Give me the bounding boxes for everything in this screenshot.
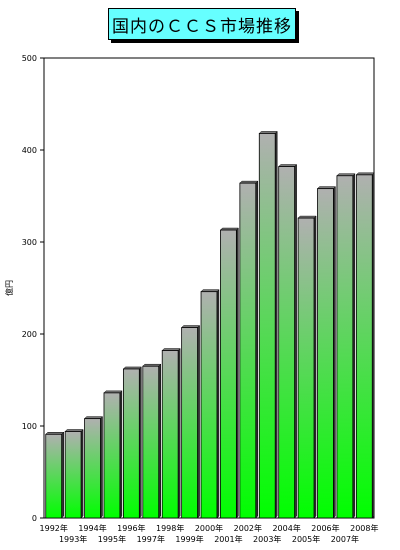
- y-axis-label: 億円: [4, 280, 14, 296]
- x-tick-label: 2000年: [195, 523, 223, 533]
- bar-1998年: [161, 350, 179, 519]
- bar-1997年: [142, 365, 160, 519]
- bar-2008年: [355, 174, 373, 519]
- x-tick-label: 1999年: [175, 534, 203, 544]
- x-tick-label: 1994年: [78, 523, 106, 533]
- y-tick-label: 500: [22, 54, 37, 63]
- bar-2001年: [220, 229, 237, 519]
- bar-2004年: [278, 166, 296, 519]
- x-tick-label: 1992年: [40, 523, 68, 533]
- x-tick-label: 1995年: [98, 534, 126, 544]
- x-tick-label: 2003年: [253, 534, 281, 544]
- x-tick-label: 2004年: [272, 523, 300, 533]
- x-tick-label: 1998年: [156, 523, 184, 533]
- x-tick-label: 1993年: [59, 534, 87, 544]
- bar-1993年: [64, 431, 82, 519]
- y-tick-label: 0: [32, 514, 37, 523]
- bar-2007年: [336, 175, 354, 519]
- bar-2000年: [200, 291, 218, 519]
- x-tick-label: 2007年: [331, 534, 359, 544]
- chart-title: 国内のＣＣＳ市場推移: [108, 8, 296, 40]
- x-tick-label: 2002年: [234, 523, 262, 533]
- x-tick-label: 2008年: [350, 523, 378, 533]
- bar-2005年: [297, 217, 315, 519]
- y-tick-label: 300: [22, 238, 37, 247]
- x-tick-label: 1996年: [117, 523, 145, 533]
- y-tick-label: 200: [22, 330, 37, 339]
- bar-1994年: [84, 418, 101, 519]
- bar-2002年: [239, 182, 257, 519]
- bar-1996年: [122, 368, 140, 519]
- x-tick-label: 2001年: [214, 534, 242, 544]
- bar-2003年: [258, 133, 276, 519]
- x-tick-label: 2005年: [292, 534, 320, 544]
- bar-1999年: [181, 327, 198, 519]
- bar-1992年: [45, 433, 63, 519]
- x-tick-label: 2006年: [311, 523, 339, 533]
- bar-1995年: [103, 392, 121, 519]
- y-tick-label: 100: [22, 422, 37, 431]
- x-tick-label: 1997年: [137, 534, 165, 544]
- y-tick-label: 400: [22, 146, 37, 155]
- bar-2006年: [317, 188, 334, 519]
